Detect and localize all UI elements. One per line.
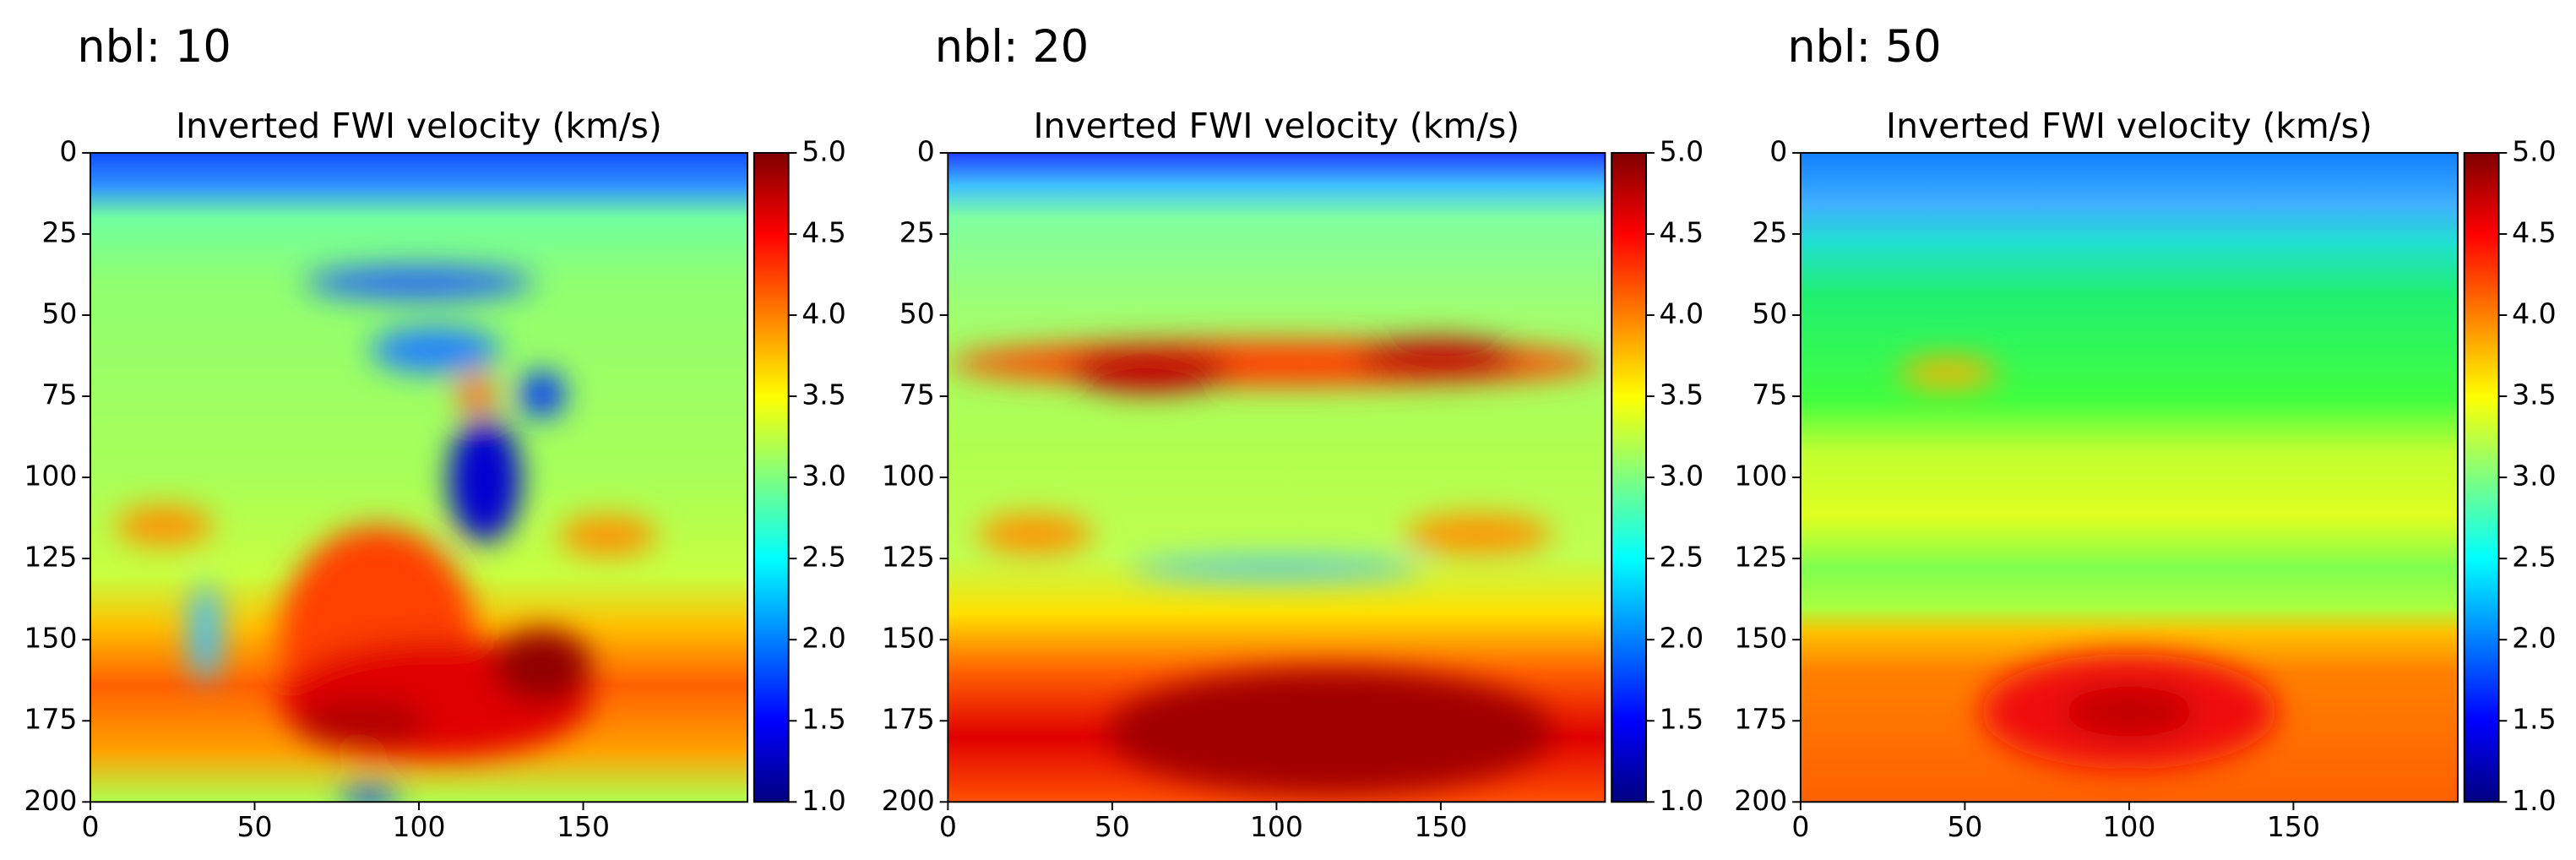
y-tick-label: 50 — [1752, 297, 1787, 330]
y-tick-label: 75 — [899, 378, 935, 411]
colorbar-tick-label: 2.0 — [2512, 622, 2557, 655]
panel-label: nbl: 50 — [1787, 21, 1941, 73]
x-tick-label: 100 — [1250, 810, 1303, 843]
x-tick-label: 50 — [236, 810, 272, 843]
colorbar-tick-label: 1.5 — [1660, 703, 1704, 736]
x-tick-label: 100 — [2102, 810, 2155, 843]
y-tick-label: 150 — [882, 622, 935, 655]
colorbar-tick-label: 4.0 — [2512, 297, 2557, 330]
x-tick-label: 50 — [1947, 810, 1982, 843]
y-tick-label: 200 — [1734, 784, 1787, 817]
x-tick-label: 150 — [2267, 810, 2320, 843]
colorbar — [1611, 151, 1648, 803]
y-tick-label: 125 — [24, 541, 77, 574]
colorbar-tick-label: 4.5 — [1660, 215, 1704, 248]
panel-label: nbl: 10 — [77, 21, 231, 73]
y-tick-label: 200 — [24, 784, 77, 817]
chart-title: Inverted FWI velocity (km/s) — [1034, 106, 1520, 146]
x-tick-label: 150 — [557, 810, 610, 843]
x-tick-label: 0 — [1791, 810, 1809, 843]
x-tick-label: 100 — [392, 810, 445, 843]
colorbar-tick-label: 2.0 — [802, 622, 846, 655]
colorbar-tick-label: 3.5 — [2512, 378, 2557, 411]
y-tick-label: 200 — [882, 784, 935, 817]
y-tick-label: 150 — [1734, 622, 1787, 655]
colorbar-tick-label: 3.5 — [1660, 378, 1704, 411]
x-tick-label: 50 — [1095, 810, 1130, 843]
y-tick-label: 150 — [24, 622, 77, 655]
y-tick-label: 125 — [882, 541, 935, 574]
y-tick-label: 175 — [1734, 703, 1787, 736]
colorbar-tick-label: 2.0 — [1660, 622, 1704, 655]
colorbar-tick-label: 1.0 — [1660, 784, 1704, 817]
x-tick-label: 0 — [81, 810, 99, 843]
y-tick-label: 50 — [899, 297, 935, 330]
colorbar-tick-label: 1.5 — [802, 703, 846, 736]
x-tick-label: 0 — [939, 810, 957, 843]
y-tick-label: 25 — [899, 215, 935, 248]
panel-label: nbl: 20 — [935, 21, 1089, 73]
colorbar-tick-label: 3.0 — [2512, 460, 2557, 493]
y-tick-label: 50 — [41, 297, 77, 330]
colorbar-tick-label: 2.5 — [1660, 541, 1704, 574]
y-tick-label: 0 — [1769, 134, 1787, 167]
colorbar-tick-label: 1.5 — [2512, 703, 2557, 736]
y-tick-label: 75 — [41, 378, 77, 411]
colorbar — [753, 151, 790, 803]
colorbar-tick-label: 5.0 — [1660, 134, 1704, 167]
colorbar — [2463, 151, 2500, 803]
colorbar-tick-label: 3.0 — [1660, 460, 1704, 493]
y-tick-label: 100 — [24, 460, 77, 493]
velocity-image — [948, 152, 1606, 803]
velocity-image — [1800, 152, 2458, 803]
y-tick-label: 25 — [1752, 215, 1787, 248]
y-tick-label: 175 — [24, 703, 77, 736]
colorbar-tick-label: 5.0 — [802, 134, 846, 167]
y-tick-label: 125 — [1734, 541, 1787, 574]
colorbar-tick-label: 1.0 — [802, 784, 846, 817]
y-tick-label: 75 — [1752, 378, 1787, 411]
chart-title: Inverted FWI velocity (km/s) — [1886, 106, 2372, 146]
colorbar-tick-label: 5.0 — [2512, 134, 2557, 167]
y-tick-label: 0 — [917, 134, 935, 167]
y-tick-label: 100 — [1734, 460, 1787, 493]
colorbar-tick-label: 4.0 — [1660, 297, 1704, 330]
y-tick-label: 175 — [882, 703, 935, 736]
colorbar-tick-label: 3.5 — [802, 378, 846, 411]
colorbar-tick-label: 2.5 — [2512, 541, 2557, 574]
colorbar-tick-label: 4.5 — [2512, 215, 2557, 248]
colorbar-tick-label: 4.0 — [802, 297, 846, 330]
y-tick-label: 25 — [41, 215, 77, 248]
colorbar-tick-label: 1.0 — [2512, 784, 2557, 817]
y-tick-label: 100 — [882, 460, 935, 493]
colorbar-tick-label: 4.5 — [802, 215, 846, 248]
chart-title: Inverted FWI velocity (km/s) — [176, 106, 662, 146]
colorbar-tick-label: 3.0 — [802, 460, 846, 493]
x-tick-label: 150 — [1414, 810, 1467, 843]
y-tick-label: 0 — [59, 134, 77, 167]
colorbar-tick-label: 2.5 — [802, 541, 846, 574]
velocity-image — [90, 152, 748, 803]
